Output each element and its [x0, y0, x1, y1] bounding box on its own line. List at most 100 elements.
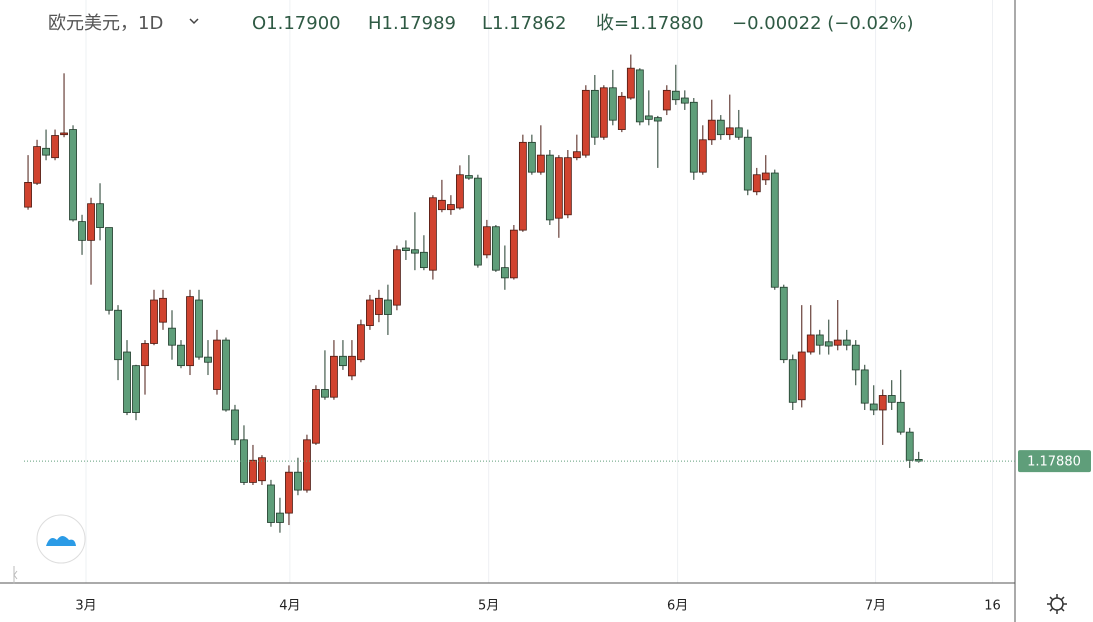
candle-body	[420, 251, 428, 269]
candle-body	[518, 141, 527, 231]
candle-body	[429, 197, 437, 271]
candle-body	[599, 87, 608, 138]
candle-body	[752, 174, 761, 193]
candle-body	[411, 249, 419, 254]
x-tick-label: 6月	[667, 599, 688, 614]
candle-body	[339, 355, 347, 367]
candle-body	[905, 431, 914, 461]
candle-body	[662, 89, 671, 111]
candle-body	[536, 154, 545, 173]
settings-icon[interactable]	[1047, 594, 1067, 614]
candle-body	[177, 344, 185, 367]
candle-body	[312, 389, 320, 444]
candle-body	[806, 334, 815, 353]
candle-body	[608, 87, 617, 121]
candle-body	[689, 101, 698, 173]
candle-body	[348, 355, 356, 377]
candle-body	[635, 69, 644, 123]
ohlc-value: O1.17900	[252, 13, 341, 34]
candle-body	[231, 409, 239, 441]
candle-body	[366, 299, 374, 326]
dropdown-icon[interactable]	[189, 18, 199, 25]
candle-body	[464, 175, 473, 179]
candle-body	[842, 339, 851, 346]
candle-body	[545, 154, 554, 221]
candles	[24, 54, 923, 533]
candle-body	[779, 286, 788, 361]
candle-body	[617, 95, 626, 130]
candle-body	[222, 339, 230, 411]
candle-body	[725, 127, 734, 136]
candle-body	[186, 296, 194, 367]
candle-body	[797, 351, 806, 401]
candle-body	[563, 157, 572, 216]
candle-body	[833, 339, 842, 346]
logo[interactable]	[36, 514, 86, 564]
candle-body	[123, 351, 131, 413]
candle-body	[770, 172, 779, 288]
candle-body	[141, 343, 149, 367]
candle-body	[482, 226, 491, 256]
candle-body	[527, 141, 536, 173]
gear-teeth	[1047, 594, 1067, 614]
candle-body	[851, 344, 860, 371]
candle-body	[554, 157, 563, 219]
candle-body	[644, 115, 653, 120]
candle-body	[159, 297, 167, 323]
symbol-title[interactable]: 欧元美元，1D	[48, 13, 163, 34]
candle-body	[491, 226, 500, 271]
candle-body	[438, 199, 446, 211]
candle-body	[626, 67, 635, 99]
candle-body	[653, 117, 662, 122]
candle-body	[321, 389, 329, 398]
x-tick-label: 16	[984, 599, 1001, 614]
candle-body	[249, 459, 257, 483]
logo-cloud	[46, 536, 76, 546]
candle-body	[500, 267, 509, 279]
candle-body	[258, 457, 266, 482]
candle-body	[707, 119, 716, 141]
candle-body	[860, 369, 869, 404]
candle-body	[878, 395, 887, 411]
candle-body	[824, 341, 833, 347]
candle-body	[455, 174, 464, 209]
candle-body	[285, 471, 293, 514]
candle-body	[213, 339, 221, 390]
candle-body	[716, 119, 725, 136]
candle-body	[869, 403, 878, 411]
x-tick-label: 3月	[75, 599, 96, 614]
candle-body	[815, 334, 824, 346]
candle-body	[276, 512, 284, 523]
candle-body	[572, 151, 581, 159]
candle-body	[114, 309, 122, 361]
candle-body	[896, 401, 905, 433]
candle-body	[60, 132, 68, 136]
candle-body	[402, 247, 410, 251]
candle-body	[393, 249, 401, 306]
x-tick-label: 5月	[478, 599, 499, 614]
candle-body	[590, 89, 599, 138]
candle-body	[887, 395, 896, 403]
ohlc-value: H1.17989	[368, 13, 456, 34]
candle-body	[698, 139, 707, 173]
candle-body	[384, 299, 392, 315]
x-tick-label: 4月	[279, 599, 300, 614]
candle-body	[788, 359, 797, 403]
candle-body	[743, 136, 752, 191]
candle-body	[96, 203, 104, 228]
candle-body	[24, 182, 32, 208]
candle-body	[267, 484, 275, 523]
candle-body	[303, 439, 311, 491]
ohlc-header: O1.17900 H1.17989 L1.17862 收=1.17880 −0.0002…	[252, 13, 914, 34]
candle-body	[69, 129, 77, 221]
scroll-handle[interactable]	[13, 566, 18, 584]
candle-body	[195, 299, 203, 358]
candle-body	[357, 324, 365, 361]
last-price-label: 1.17880	[1027, 455, 1081, 470]
ohlc-value: L1.17862	[482, 13, 566, 34]
candle-body	[473, 177, 482, 266]
ohlc-value: 收=1.17880	[596, 13, 704, 34]
candle-body	[150, 299, 158, 344]
